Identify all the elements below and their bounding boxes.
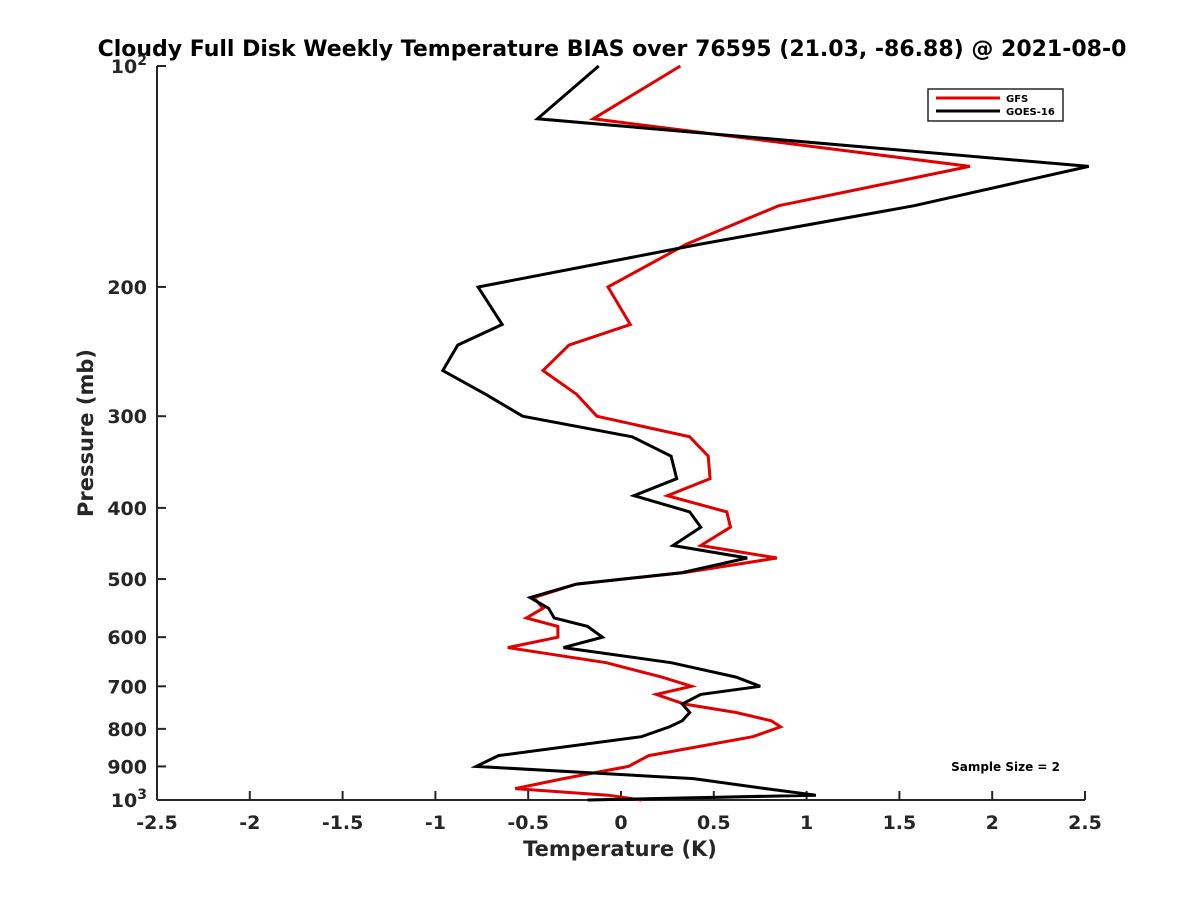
y-tick-label: 103 — [111, 787, 147, 812]
y-tick-label: 600 — [107, 627, 147, 649]
y-tick-label: 900 — [107, 756, 147, 778]
axes: -2.5 -2 -1.5 -1 -0.5 0 0.5 1 1.5 2 2.5 102 200 300 400… — [107, 53, 1102, 834]
sample-size-annotation: Sample Size = 2 — [951, 760, 1060, 774]
y-tick-label: 102 — [111, 53, 147, 78]
y-tick-label: 800 — [107, 719, 147, 741]
y-tick-label: 700 — [107, 676, 147, 698]
x-tick-label: 1.5 — [883, 812, 917, 834]
y-tick-label: 400 — [107, 498, 147, 520]
x-tick-label: 2 — [986, 812, 999, 834]
y-tick-label: 300 — [107, 406, 147, 428]
x-tick-label: 0 — [614, 812, 627, 834]
y-tick-label: 500 — [107, 569, 147, 591]
legend-label: GOES-16 — [1006, 107, 1055, 118]
x-tick-label: -0.5 — [507, 812, 549, 834]
legend: GFS GOES-16 — [927, 88, 1064, 122]
x-tick-label: 1 — [800, 812, 813, 834]
x-tick-label: 0.5 — [697, 812, 731, 834]
x-tick-label: -1 — [425, 812, 446, 834]
y-axis-label: Pressure (mb) — [74, 349, 98, 517]
x-axis-label: Temperature (K) — [523, 837, 717, 861]
y-tick-label: 200 — [107, 277, 147, 299]
legend-label: GFS — [1006, 94, 1028, 105]
series-layer — [440, 64, 1090, 802]
x-tick-label: 2.5 — [1068, 812, 1102, 834]
series-line-goes-16 — [440, 64, 1090, 802]
x-tick-label: -1.5 — [322, 812, 364, 834]
chart-title: Cloudy Full Disk Weekly Temperature BIAS… — [98, 37, 1127, 62]
x-tick-label: -2 — [239, 812, 260, 834]
legend-box — [927, 88, 1064, 122]
x-tick-label: -2.5 — [136, 812, 178, 834]
